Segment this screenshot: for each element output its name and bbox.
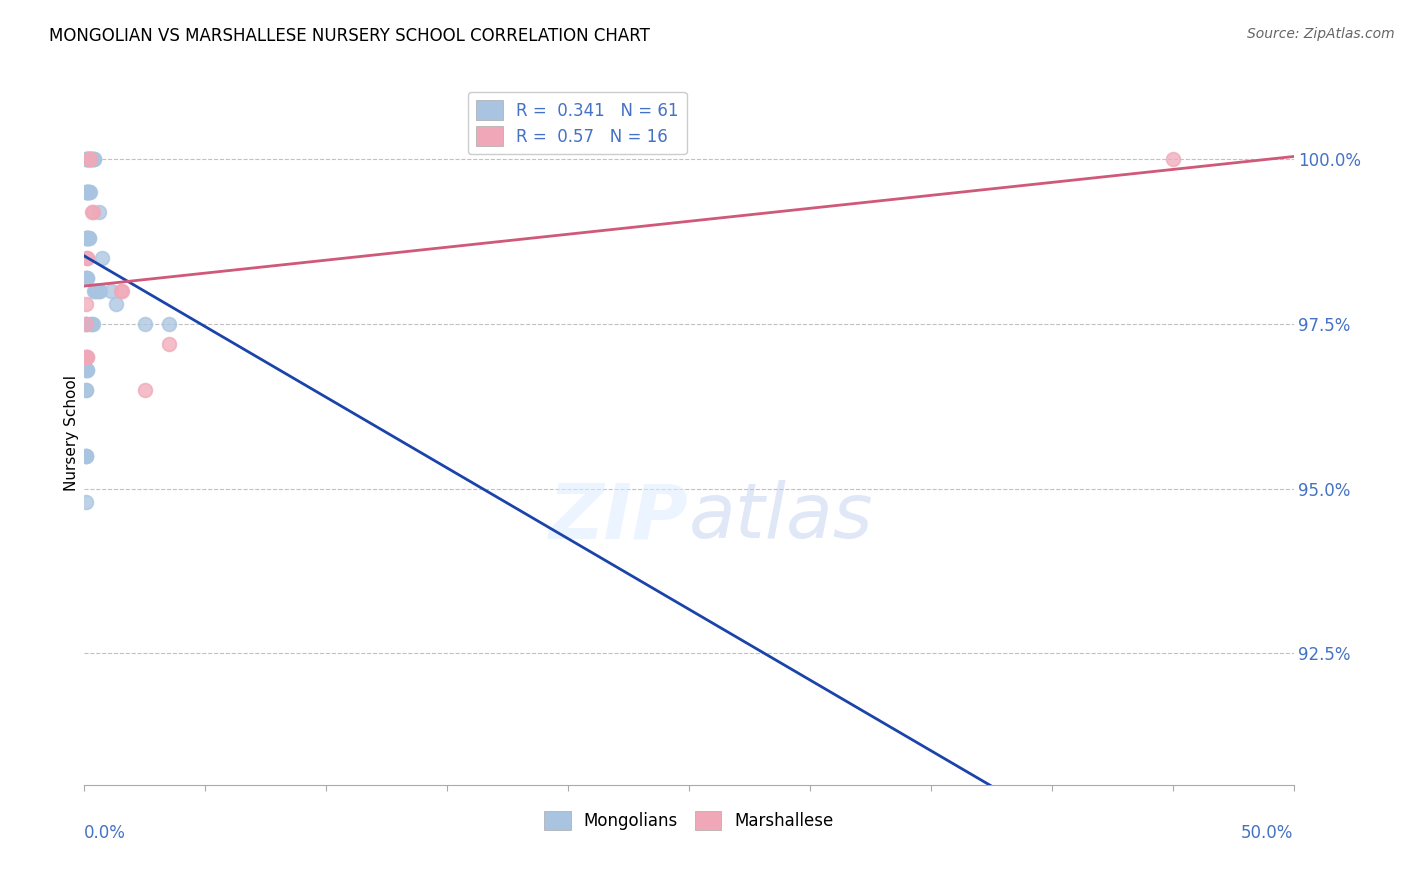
Point [79, 317, 101, 331]
Point [79, 153, 101, 167]
Point [77, 153, 100, 167]
Point [76, 350, 98, 364]
Point [77, 153, 100, 167]
Point [75, 383, 97, 397]
Point [75, 270, 97, 285]
Point [75, 231, 97, 245]
Point [77, 153, 100, 167]
Text: MONGOLIAN VS MARSHALLESE NURSERY SCHOOL CORRELATION CHART: MONGOLIAN VS MARSHALLESE NURSERY SCHOOL … [49, 27, 650, 45]
Point [89, 284, 111, 298]
Point [79, 153, 101, 167]
Point [82, 153, 104, 167]
Point [76, 186, 98, 200]
Point [84, 284, 107, 298]
Point [80, 153, 103, 167]
Point [104, 297, 127, 311]
Point [87, 284, 110, 298]
Point [75, 317, 97, 331]
Y-axis label: Nursery School: Nursery School [63, 375, 79, 491]
Point [77, 186, 100, 200]
Point [77, 231, 100, 245]
Point [110, 284, 132, 298]
Point [75, 153, 97, 167]
Point [1161, 153, 1184, 167]
Point [157, 336, 180, 351]
Point [75, 153, 97, 167]
Point [82, 317, 104, 331]
Point [75, 317, 97, 331]
Point [76, 363, 98, 377]
Legend: Mongolians, Marshallese: Mongolians, Marshallese [537, 804, 841, 837]
Text: 50.0%: 50.0% [1241, 823, 1294, 842]
Point [75, 297, 97, 311]
Text: atlas: atlas [689, 480, 873, 554]
Point [75, 270, 97, 285]
Point [75, 495, 97, 509]
Point [77, 153, 100, 167]
Point [75, 231, 97, 245]
Point [75, 449, 97, 463]
Point [80, 205, 103, 219]
Point [76, 251, 98, 265]
Point [76, 270, 98, 285]
Point [157, 317, 180, 331]
Point [134, 317, 156, 331]
Point [76, 270, 98, 285]
Point [75, 186, 97, 200]
Point [76, 363, 98, 377]
Point [80, 317, 103, 331]
Point [75, 449, 97, 463]
Point [76, 231, 98, 245]
Point [77, 186, 100, 200]
Point [79, 186, 101, 200]
Point [76, 350, 98, 364]
Text: Source: ZipAtlas.com: Source: ZipAtlas.com [1247, 27, 1395, 41]
Text: 0.0%: 0.0% [84, 823, 127, 842]
Point [77, 186, 100, 200]
Point [86, 284, 108, 298]
Text: ZIP: ZIP [550, 480, 689, 554]
Point [75, 363, 97, 377]
Point [75, 449, 97, 463]
Point [76, 186, 98, 200]
Point [76, 251, 98, 265]
Point [111, 284, 134, 298]
Point [80, 153, 103, 167]
Point [75, 317, 97, 331]
Point [75, 350, 97, 364]
Point [77, 231, 100, 245]
Point [83, 153, 105, 167]
Point [100, 284, 122, 298]
Point [76, 153, 98, 167]
Point [86, 284, 108, 298]
Point [76, 153, 98, 167]
Point [75, 186, 97, 200]
Point [91, 251, 114, 265]
Point [82, 205, 104, 219]
Point [79, 153, 101, 167]
Point [134, 383, 156, 397]
Point [77, 231, 100, 245]
Point [76, 231, 98, 245]
Point [83, 284, 105, 298]
Point [75, 350, 97, 364]
Point [87, 205, 110, 219]
Point [83, 153, 105, 167]
Point [82, 153, 104, 167]
Point [75, 383, 97, 397]
